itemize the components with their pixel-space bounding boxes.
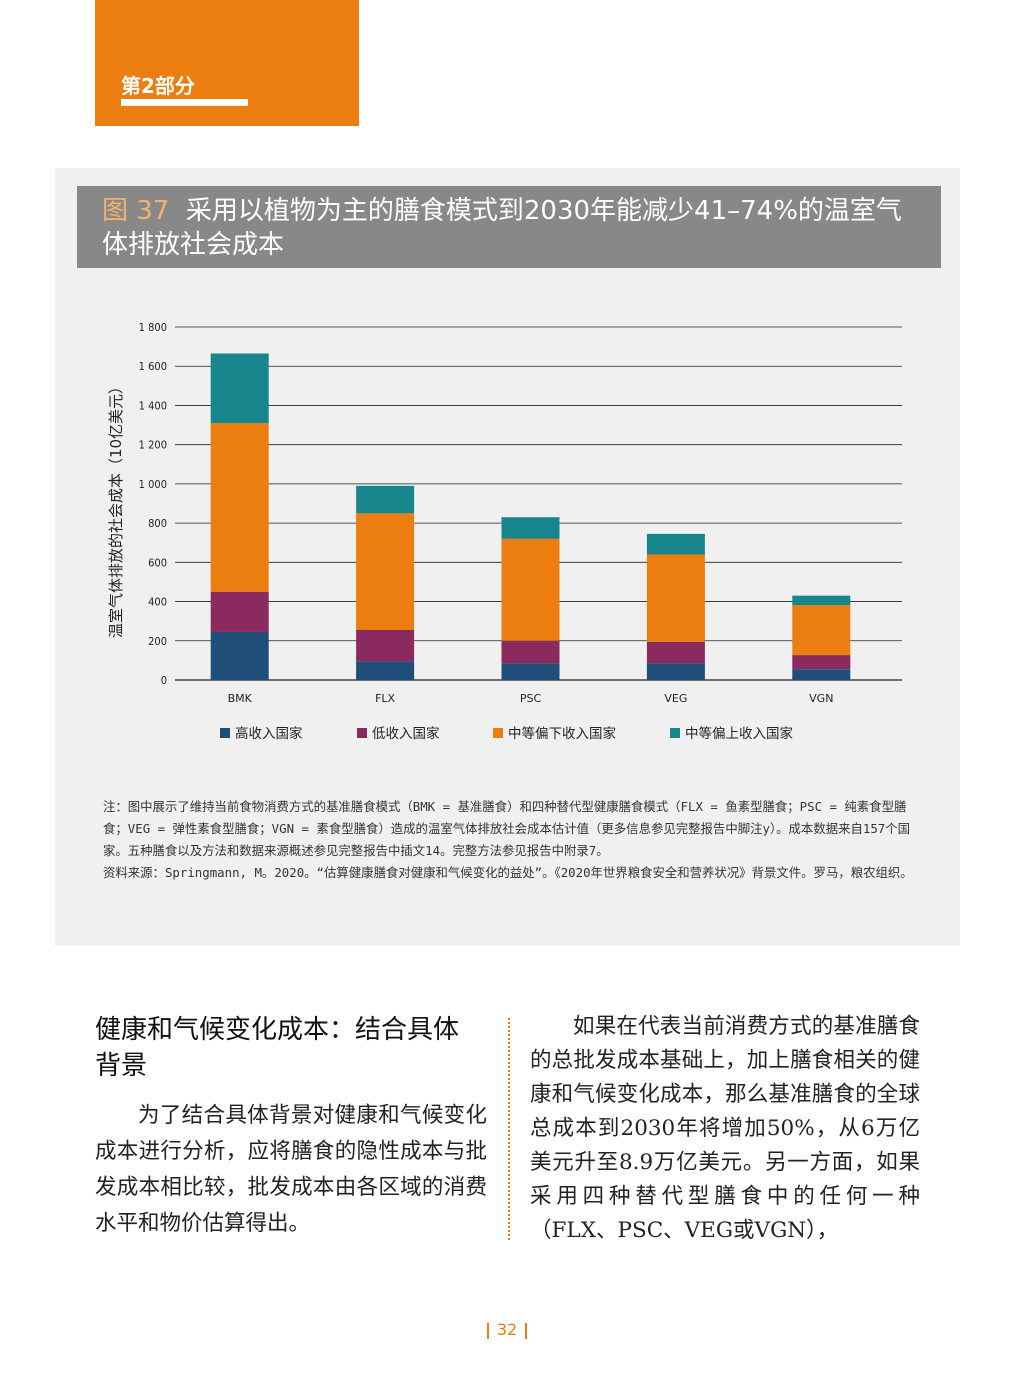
page-number: 32: [0, 1320, 1014, 1339]
left-paragraph: 为了结合具体背景对健康和气候变化成本进行分析，应将膳食的隐性成本与批发成本相比较…: [95, 1103, 487, 1236]
legend-label: 中等偏下收入国家: [508, 725, 616, 742]
legend-swatch: [357, 728, 367, 738]
figure-note: 注：图中展示了维持当前食物消费方式的基准膳食模式（BMK = 基准膳食）和四种替…: [103, 799, 911, 858]
x-tick-label: FLX: [375, 692, 395, 705]
bar-segment-vgn: [792, 669, 851, 680]
page-number-value: 32: [496, 1320, 518, 1339]
bar-segment-vgn: [792, 655, 851, 670]
legend-swatch: [493, 728, 503, 738]
bar-segment-psc: [501, 663, 560, 680]
bar-segment-veg: [646, 554, 705, 642]
x-tick-label: VEG: [664, 692, 687, 705]
figure-number: 图 37: [102, 196, 170, 226]
y-axis-title: 温室气体排放的社会成本（10亿美元）: [107, 379, 125, 638]
bar-segment-psc: [501, 538, 560, 641]
bar-segment-bmk: [210, 423, 269, 592]
bar-segment-veg: [646, 533, 705, 555]
figure-title-text: 采用以植物为主的膳食模式到2030年能减少41–74%的温室气体排放社会成本: [102, 196, 902, 260]
section-heading: 健康和气候变化成本：结合具体背景: [95, 1015, 460, 1081]
bar-segment-flx: [356, 629, 415, 662]
y-tick-label: 200: [148, 635, 167, 648]
bar-segment-flx: [356, 661, 415, 680]
figure-source: 资料来源：Springmann, M。2020。“估算健康膳食对健康和气候变化的…: [103, 865, 913, 880]
section-label: 第2部分: [121, 74, 195, 98]
figure-notes: 注：图中展示了维持当前食物消费方式的基准膳食模式（BMK = 基准膳食）和四种替…: [103, 796, 923, 884]
x-tick-label: VGN: [809, 692, 833, 705]
legend-swatch: [670, 728, 680, 738]
bar-segment-veg: [646, 641, 705, 664]
stacked-bar-chart: 0 200 400 600 800 1 000 1 200 1 400 1 600 1 800 温室…: [107, 321, 902, 742]
y-tick-label: 0: [161, 674, 167, 687]
bar-segment-bmk: [210, 353, 269, 424]
figure-title: 图 37 采用以植物为主的膳食模式到2030年能减少41–74%的温室气体排放社…: [102, 194, 922, 262]
y-tick-label: 800: [148, 517, 167, 530]
x-tick-label: PSC: [520, 692, 542, 705]
figure-title-bar: 图 37 采用以植物为主的膳食模式到2030年能减少41–74%的温室气体排放社…: [77, 186, 941, 268]
y-tick-label: 1 600: [139, 360, 167, 373]
bar-segment-vgn: [792, 595, 851, 606]
bar-segment-flx: [356, 513, 415, 630]
bar-segment-bmk: [210, 631, 269, 680]
bar-segment-vgn: [792, 605, 851, 656]
bar-segment-veg: [646, 663, 705, 680]
y-tick-label: 1 200: [139, 439, 167, 452]
page-number-bar-left: [486, 1322, 489, 1339]
legend-label: 低收入国家: [372, 725, 440, 742]
y-tick-label: 1 000: [139, 478, 167, 491]
bar-segment-bmk: [210, 591, 269, 632]
y-tick-label: 1 800: [139, 321, 167, 334]
y-tick-label: 400: [148, 596, 167, 609]
legend-label: 中等偏上收入国家: [685, 725, 793, 742]
y-tick-label: 1 400: [139, 399, 167, 412]
x-tick-label: BMK: [228, 692, 253, 705]
column-divider: [508, 1018, 510, 1240]
y-tick-label: 600: [148, 556, 167, 569]
section-underline: [121, 99, 248, 106]
page-number-bar-right: [525, 1322, 528, 1339]
legend-swatch: [220, 728, 230, 738]
section-tab: 第2部分: [95, 0, 359, 126]
bar-segment-psc: [501, 640, 560, 664]
legend-label: 高收入国家: [235, 725, 303, 742]
right-paragraph: 如果在代表当前消费方式的基准膳食的总批发成本基础上，加上膳食相关的健康和气候变化…: [530, 1014, 920, 1243]
bar-segment-psc: [501, 517, 560, 539]
bar-segment-flx: [356, 485, 415, 514]
